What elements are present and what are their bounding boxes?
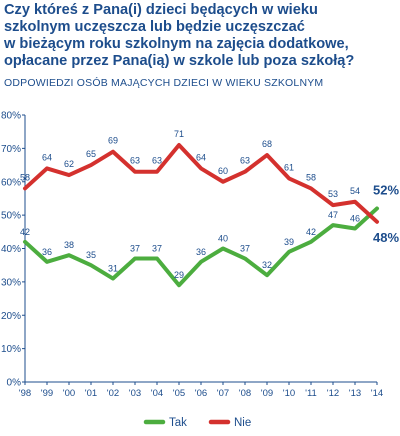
y-tick-label: 60% — [1, 177, 21, 188]
data-label-nie: 62 — [64, 159, 74, 169]
data-label-nie: 63 — [130, 156, 140, 166]
data-label-tak: 42 — [20, 227, 30, 237]
data-label-tak: 31 — [108, 264, 118, 274]
x-tick-label: '14 — [371, 388, 383, 399]
chart-title: Czy któreś z Pana(i) dzieci będących w w… — [4, 2, 396, 70]
data-label-tak: 29 — [174, 270, 184, 280]
y-tick-label: 50% — [1, 211, 21, 222]
data-label-nie: 65 — [86, 149, 96, 159]
data-label-nie: 63 — [152, 156, 162, 166]
data-label-tak: 52% — [373, 182, 399, 197]
data-label-tak: 37 — [130, 244, 140, 254]
data-label-tak: 42 — [306, 227, 316, 237]
x-tick-label: '00 — [63, 388, 75, 399]
data-label-tak: 40 — [218, 234, 228, 244]
x-tick-label: '03 — [129, 388, 141, 399]
data-label-nie: 68 — [262, 139, 272, 149]
data-label-tak: 37 — [240, 244, 250, 254]
data-label-nie: 64 — [196, 152, 206, 162]
x-tick-label: '04 — [151, 388, 163, 399]
y-tick-label: 10% — [1, 344, 21, 355]
x-tick-label: '08 — [239, 388, 251, 399]
data-label-nie: 53 — [328, 189, 338, 199]
data-label-tak: 35 — [86, 250, 96, 260]
data-label-nie: 60 — [218, 166, 228, 176]
data-label-tak: 37 — [152, 244, 162, 254]
x-tick-label: '01 — [85, 388, 97, 399]
data-label-nie: 69 — [108, 136, 118, 146]
x-tick-label: '11 — [305, 388, 317, 399]
data-label-tak: 47 — [328, 210, 338, 220]
x-tick-label: '12 — [327, 388, 339, 399]
y-tick-label: 30% — [1, 277, 21, 288]
title-line-4: opłacane przez Pana(ią) w szkole lub poz… — [4, 53, 355, 69]
x-tick-label: '13 — [349, 388, 361, 399]
y-tick-label: 20% — [1, 311, 21, 322]
y-tick-label: 40% — [1, 244, 21, 255]
series-line-tak — [23, 206, 379, 288]
y-tick-label: 80% — [1, 111, 21, 122]
data-label-tak: 39 — [284, 237, 294, 247]
series-line-nie — [23, 143, 379, 224]
legend-label-nie: Nie — [234, 417, 251, 429]
x-tick-label: '09 — [261, 388, 273, 399]
data-label-tak: 46 — [350, 213, 360, 223]
y-tick-label: 70% — [1, 144, 21, 155]
y-tick-label: 0% — [7, 378, 22, 389]
x-tick-label: '98 — [19, 388, 31, 399]
legend-label-tak: Tak — [169, 417, 187, 429]
title-line-1: Czy któreś z Pana(i) dzieci będących w w… — [4, 2, 318, 18]
x-tick-label: '06 — [195, 388, 207, 399]
data-label-nie: 58 — [306, 172, 316, 182]
data-label-nie: 58 — [20, 172, 30, 182]
data-label-nie: 54 — [350, 186, 360, 196]
data-label-tak: 38 — [64, 240, 74, 250]
x-tick-label: '10 — [283, 388, 295, 399]
x-tick-label: '99 — [41, 388, 53, 399]
chart-subtitle: ODPOWIEDZI OSÓB MAJĄCYCH DZIECI W WIEKU … — [4, 77, 324, 89]
data-label-tak: 36 — [42, 247, 52, 257]
title-line-3: w bieżącym roku szkolnym na zajęcia doda… — [4, 36, 349, 52]
data-label-nie: 71 — [174, 129, 184, 139]
data-label-nie: 48% — [373, 230, 399, 245]
x-tick-label: '07 — [217, 388, 229, 399]
title-line-2: szkolnym uczęszcza lub będzie uczęszczać — [4, 19, 305, 35]
x-tick-label: '02 — [107, 388, 119, 399]
data-label-tak: 32 — [262, 260, 272, 270]
data-label-tak: 36 — [196, 247, 206, 257]
data-label-nie: 63 — [240, 156, 250, 166]
x-tick-label: '05 — [173, 388, 185, 399]
data-label-nie: 64 — [42, 152, 52, 162]
data-label-nie: 61 — [284, 162, 294, 172]
